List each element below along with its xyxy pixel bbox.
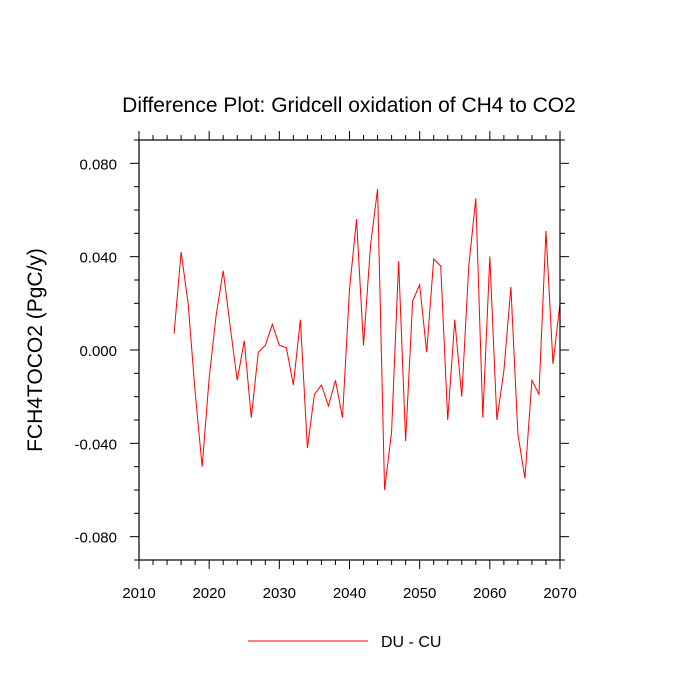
y-axis-label: FCH4TOCO2 (PgC/y): [24, 248, 47, 452]
x-tick-label: 2020: [192, 585, 225, 602]
x-tick-label: 2030: [263, 585, 296, 602]
y-tick-label: 0.040: [79, 250, 117, 267]
legend: DU - CU: [248, 634, 441, 651]
chart-title: Difference Plot: Gridcell oxidation of C…: [122, 94, 576, 117]
axis-ticks: [130, 131, 569, 569]
x-tick-label: 2010: [122, 585, 155, 602]
legend-label-du-cu: DU - CU: [381, 634, 441, 651]
plot-frame: [138, 139, 561, 561]
x-tick-label: 2050: [403, 585, 436, 602]
tick-labels: 2010 2020 2030 2040 2050 2060 2070 -0.080 -0.040…: [74, 156, 576, 602]
series-group: [173, 188, 561, 491]
y-tick-label: 0.000: [79, 343, 117, 360]
x-tick-label: 2070: [543, 585, 576, 602]
series-line-du-cu: [173, 188, 561, 491]
x-tick-label: 2060: [473, 585, 506, 602]
x-tick-label: 2040: [333, 585, 366, 602]
y-tick-label: 0.080: [79, 156, 117, 173]
y-tick-label: -0.080: [74, 530, 117, 547]
y-tick-label: -0.040: [74, 436, 117, 453]
